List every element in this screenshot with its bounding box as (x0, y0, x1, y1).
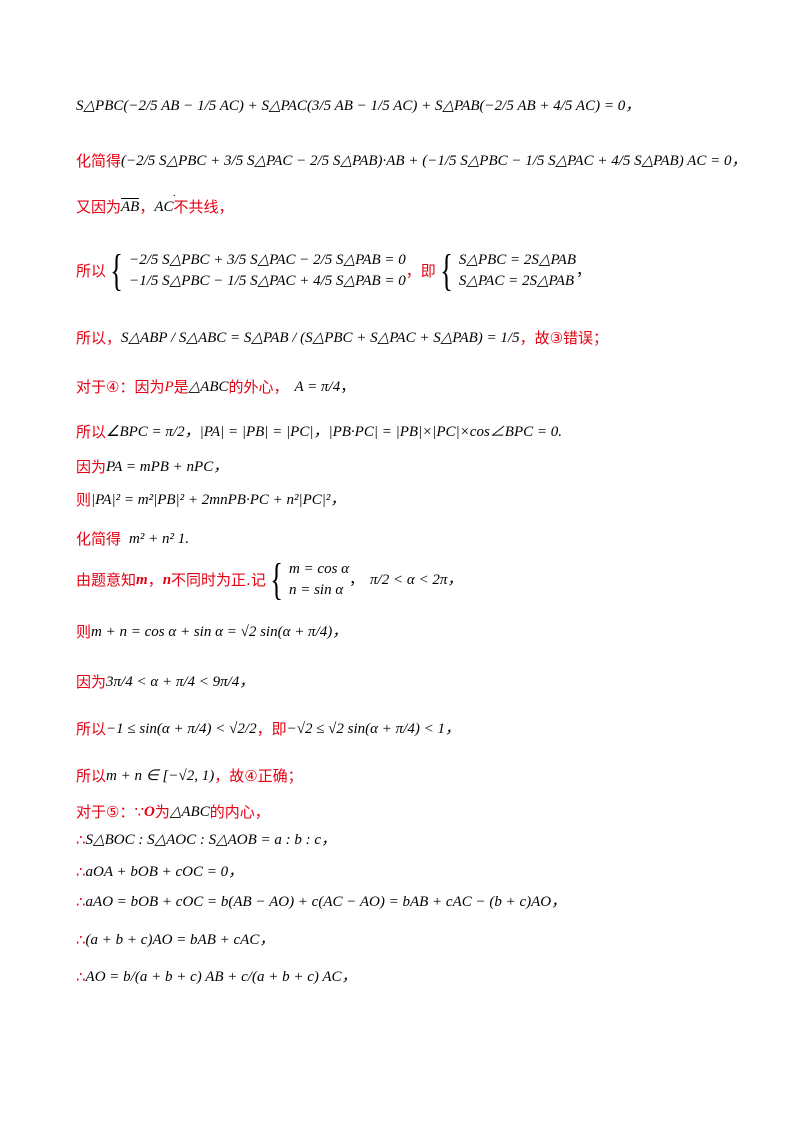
ratio-line: 所以， S△ABP / S△ABC = S△PAB / (S△PBC + S△P… (76, 329, 609, 347)
inequality-line: 所以 −1 ≤ sin(α + π/4) < √2/2 ，即 −√2 ≤ √2 … (76, 720, 460, 738)
magnitude-line: 则 |PA|² = m²|PB|² + 2mnPB·PC + n²|PC|²， (76, 491, 346, 509)
parameter-system: m = cos α n = sin α (288, 561, 350, 598)
equation-system: −2/5 S△PBC + 3/5 S△PAC − 2/5 S△PAB = 0 −… (129, 252, 406, 289)
simplified-line: 化简得 m² + n² 1. (76, 530, 189, 548)
system-line: 所以 { −2/5 S△PBC + 3/5 S△PAC − 2/5 S△PAB … (76, 246, 592, 295)
simplify-line: 化简得 (−2/5 S△PBC + 3/5 S△PAC − 2/5 S△PAB)… (76, 152, 747, 170)
item4-heading: 对于④：因为 P 是 △ABC 的外心， A = π/4 ， (76, 378, 356, 396)
result-system: S△PBC = 2S△PAB S△PAC = 2S△PAB (458, 252, 576, 289)
collect-line: ∴ (a + b + c)AO = bAB + cAC， (76, 931, 275, 949)
equation-line-1: S△PBC(−2/5 AB − 1/5 AC) + S△PAC(3/5 AB −… (76, 98, 641, 114)
expand-line: ∴ aAO = bOB + cOC = b(AB − AO) + c(AC − … (76, 893, 567, 911)
conclusion4-line: 所以 m + n ∈ [−√2, 1) ，故④正确； (76, 767, 303, 785)
area-ratio-line: ∴ S△BOC : S△AOC : S△AOB = a : b : c， (76, 831, 337, 849)
parameterization-line: 由题意知 m ， n 不同时为正.记 { m = cos α n = sin α… (76, 555, 463, 604)
vector-decomposition-line: 因为 PA = mPB + nPC， (76, 458, 229, 476)
circumcenter-line: 所以 ∠BPC = π/2，|PA| = |PB| = |PC|，|PB·PC|… (76, 423, 563, 441)
item5-heading: 对于⑤： ∵ O 为 △ABC 的内心， (76, 803, 270, 821)
sum-line: 则 m + n = cos α + sin α = √2 sin(α + π/4… (76, 623, 348, 641)
incenter-vector-line: ∴ aOA + bOB + cOC = 0， (76, 863, 244, 881)
noncollinear-line: 又因为 AB ， AC 不共线， (76, 191, 740, 215)
result-line: ∴ AO = b/(a + b + c) AB + c/(a + b + c) … (76, 968, 357, 986)
left-brace-icon: { (110, 246, 123, 295)
range-line: 因为 3π/4 < α + π/4 < 9π/4， (76, 673, 255, 691)
left-brace-icon: { (440, 246, 453, 295)
left-brace-icon: { (270, 555, 283, 604)
